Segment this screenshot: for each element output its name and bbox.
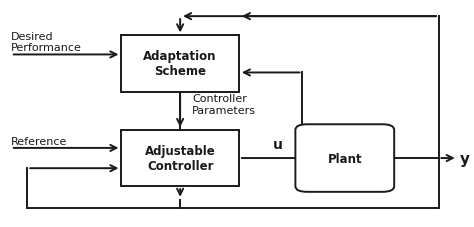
FancyBboxPatch shape (295, 125, 394, 192)
Text: u: u (273, 138, 283, 152)
Text: Adaptation
Scheme: Adaptation Scheme (144, 50, 217, 78)
FancyBboxPatch shape (121, 36, 239, 92)
FancyBboxPatch shape (121, 130, 239, 186)
Text: y: y (460, 151, 470, 166)
Text: Reference: Reference (11, 136, 67, 146)
Text: Adjustable
Controller: Adjustable Controller (145, 144, 216, 172)
Text: Plant: Plant (328, 152, 362, 165)
Text: Desired
Performance: Desired Performance (11, 32, 82, 53)
Text: Controller
Parameters: Controller Parameters (192, 94, 256, 115)
